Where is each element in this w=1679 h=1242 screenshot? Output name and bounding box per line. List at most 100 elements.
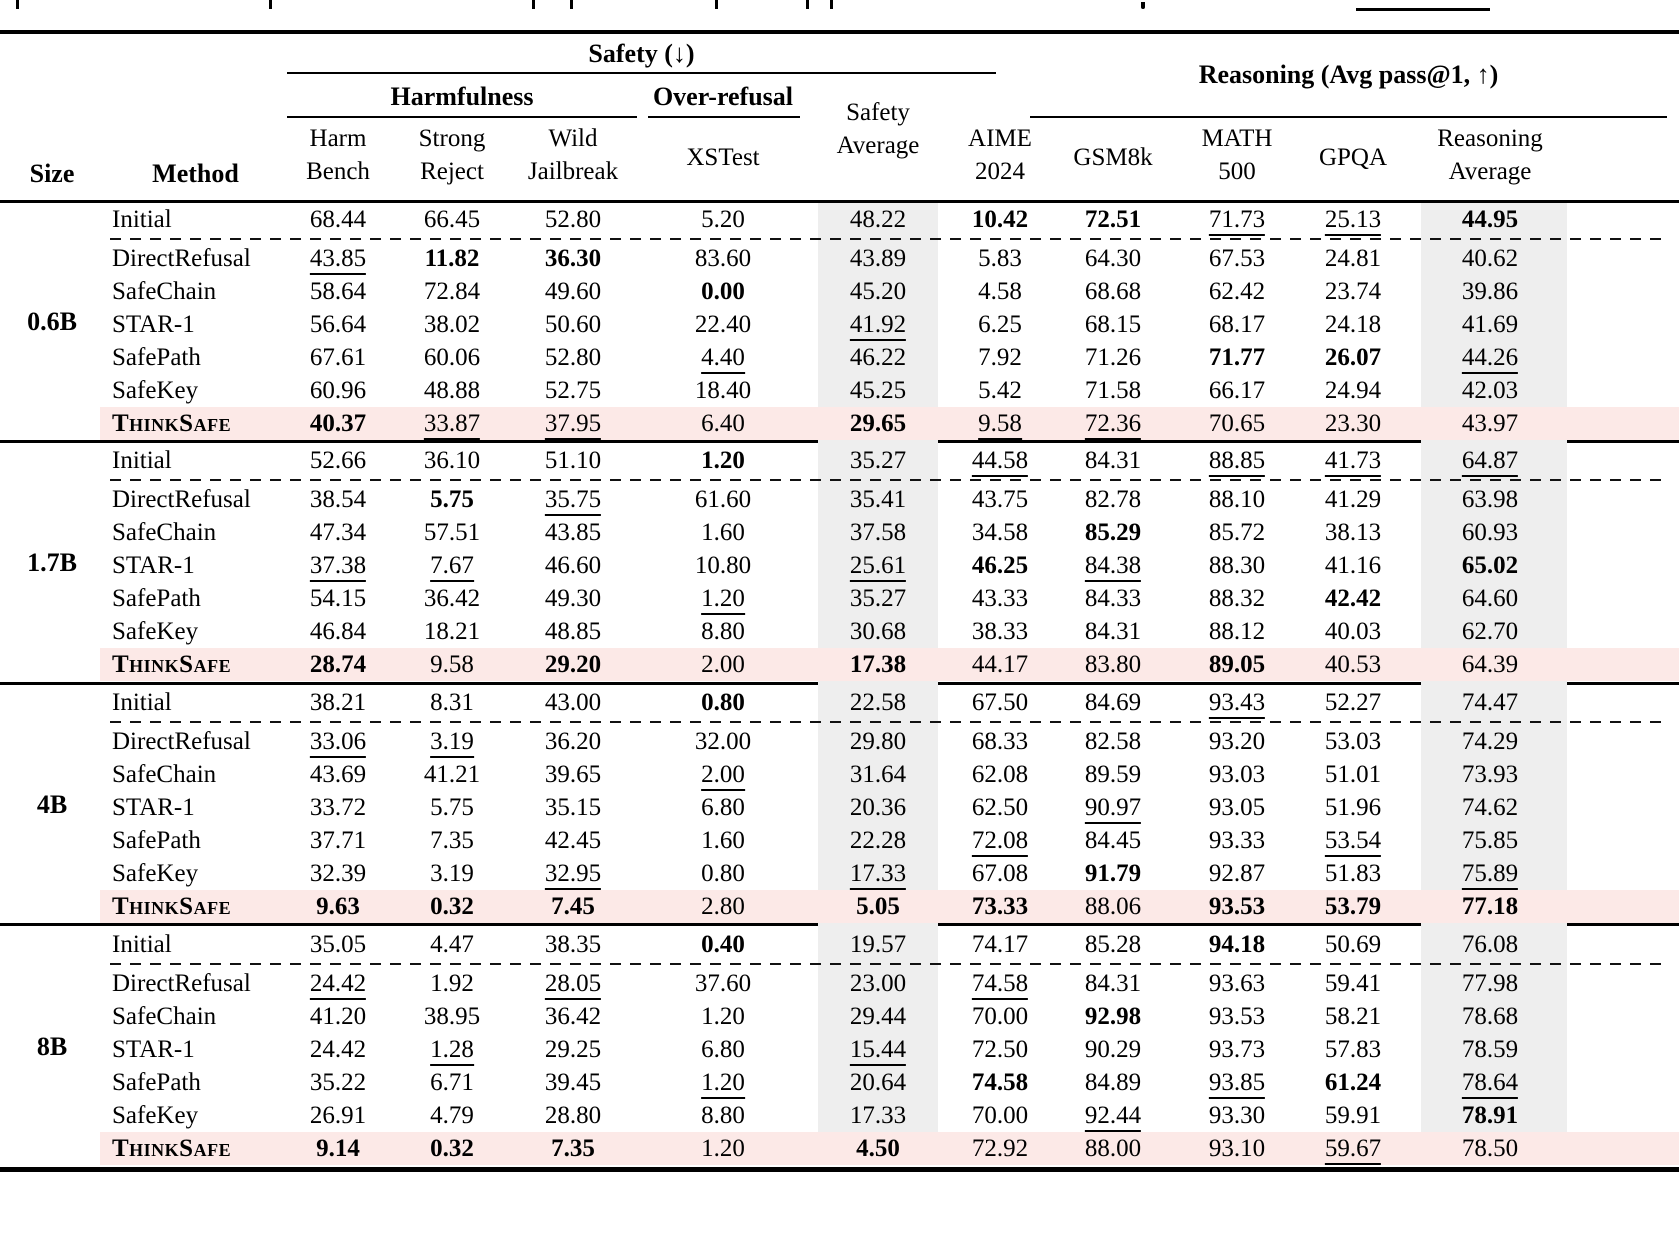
- method-cell: Initial: [112, 931, 172, 958]
- value-cell: 42.03: [1461, 377, 1519, 404]
- value-cell: 4.47: [430, 931, 474, 958]
- value-cell: 62.08: [971, 761, 1029, 788]
- value-cell: 62.42: [1208, 278, 1266, 305]
- value-cell: 60.93: [1461, 519, 1519, 546]
- value-cell: 93.20: [1208, 728, 1266, 755]
- method-cell: STAR-1: [112, 1036, 195, 1063]
- highlight-row-background: [100, 407, 1679, 440]
- column-header-aime-2024: AIME 2024: [968, 125, 1032, 185]
- harmfulness-group-rule: [287, 116, 637, 118]
- method-cell: ThinkSafe: [112, 410, 232, 437]
- value-cell: 94.18: [1208, 931, 1266, 958]
- value-cell: 41.20: [309, 1003, 367, 1030]
- value-cell: 59.41: [1324, 970, 1382, 997]
- value-cell: 77.18: [1461, 893, 1519, 920]
- value-cell: 23.30: [1324, 410, 1382, 437]
- value-cell: 6.71: [430, 1069, 474, 1096]
- value-cell: 52.27: [1324, 689, 1382, 716]
- value-cell: 61.24: [1324, 1069, 1382, 1096]
- table-row-star-1: STAR-1 33.72 5.75 35.15 6.80 20.36 62.50 90.97 9…: [0, 791, 1679, 824]
- table-row-thinksafe: ThinkSafe 28.74 9.58 29.20 2.00 17.38 44.17 83.…: [0, 648, 1679, 681]
- value-cell: 35.27: [849, 585, 907, 612]
- value-cell: 48.85: [544, 618, 602, 645]
- method-cell: SafeChain: [112, 278, 217, 305]
- value-cell: 9.63: [316, 893, 360, 920]
- value-cell: 52.75: [544, 377, 602, 404]
- value-cell: 59.67: [1324, 1132, 1382, 1165]
- value-cell: 72.92: [971, 1135, 1029, 1162]
- value-cell: 37.38: [309, 549, 367, 582]
- table-row-directrefusal: DirectRefusal 38.54 5.75 35.75 61.60 35.41 43.…: [0, 483, 1679, 516]
- value-cell: 1.60: [701, 519, 745, 546]
- overrefusal-group-header: Over-refusal: [652, 82, 794, 111]
- method-cell: STAR-1: [112, 552, 195, 579]
- value-cell: 5.20: [701, 206, 745, 233]
- value-cell: 57.83: [1324, 1036, 1382, 1063]
- value-cell: 23.00: [849, 970, 907, 997]
- value-cell: 92.87: [1208, 860, 1266, 887]
- value-cell: 17.38: [849, 651, 907, 678]
- column-header-safety-average: Safety Average: [836, 99, 920, 159]
- value-cell: 24.42: [309, 1036, 367, 1063]
- table-row-directrefusal: DirectRefusal 43.85 11.82 36.30 83.60 43.89 5.…: [0, 242, 1679, 275]
- value-cell: 7.67: [430, 549, 474, 582]
- value-cell: 68.17: [1208, 311, 1266, 338]
- value-cell: 93.73: [1208, 1036, 1266, 1063]
- safety-group-header: Safety (↓): [588, 39, 695, 68]
- harmfulness-group-header: Harmfulness: [390, 82, 534, 111]
- value-cell: 93.05: [1208, 794, 1266, 821]
- value-cell: 76.08: [1461, 931, 1519, 958]
- value-cell: 24.81: [1324, 245, 1382, 272]
- value-cell: 88.32: [1208, 585, 1266, 612]
- table-row-safechain: SafeChain 47.34 57.51 43.85 1.60 37.58 34.58 85…: [0, 516, 1679, 549]
- method-cell: SafeKey: [112, 860, 199, 887]
- value-cell: 49.30: [544, 585, 602, 612]
- method-cell: ThinkSafe: [112, 1135, 232, 1162]
- reasoning-group-rule: [1030, 116, 1667, 118]
- method-cell: SafeChain: [112, 761, 217, 788]
- column-header-size: Size: [29, 159, 75, 188]
- value-cell: 52.80: [544, 206, 602, 233]
- value-cell: 58.64: [309, 278, 367, 305]
- value-cell: 36.10: [423, 447, 481, 474]
- size-label: 0.6B: [27, 306, 77, 336]
- value-cell: 93.85: [1208, 1066, 1266, 1099]
- value-cell: 68.44: [309, 206, 367, 233]
- value-cell: 71.58: [1084, 377, 1142, 404]
- value-cell: 46.25: [971, 552, 1029, 579]
- value-cell: 78.91: [1461, 1102, 1519, 1129]
- method-cell: SafeKey: [112, 1102, 199, 1129]
- highlight-row-background: [100, 648, 1679, 681]
- value-cell: 78.64: [1461, 1066, 1519, 1099]
- value-cell: 51.96: [1324, 794, 1382, 821]
- table-row-directrefusal: DirectRefusal 24.42 1.92 28.05 37.60 23.00 74.…: [0, 967, 1679, 1000]
- value-cell: 28.80: [544, 1102, 602, 1129]
- value-cell: 22.28: [849, 827, 907, 854]
- table-row-star-1: STAR-1 56.64 38.02 50.60 22.40 41.92 6.25 68.15…: [0, 308, 1679, 341]
- value-cell: 60.96: [309, 377, 367, 404]
- value-cell: 53.03: [1324, 728, 1382, 755]
- value-cell: 43.85: [309, 242, 367, 275]
- value-cell: 9.58: [978, 407, 1022, 440]
- value-cell: 30.68: [849, 618, 907, 645]
- table-row-initial: Initial 68.44 66.45 52.80 5.20 48.22 10.42 72.5…: [0, 203, 1679, 236]
- value-cell: 40.62: [1461, 245, 1519, 272]
- value-cell: 40.53: [1324, 651, 1382, 678]
- table-row-initial: Initial 35.05 4.47 38.35 0.40 19.57 74.17 85.28…: [0, 928, 1679, 961]
- value-cell: 83.60: [694, 245, 752, 272]
- value-cell: 38.02: [423, 311, 481, 338]
- value-cell: 5.83: [978, 245, 1022, 272]
- value-cell: 35.22: [309, 1069, 367, 1096]
- column-header-strong-reject: Strong Reject: [418, 125, 486, 185]
- value-cell: 90.97: [1084, 791, 1142, 824]
- value-cell: 7.45: [551, 893, 595, 920]
- value-cell: 2.80: [701, 893, 745, 920]
- value-cell: 66.17: [1208, 377, 1266, 404]
- value-cell: 43.33: [971, 585, 1029, 612]
- value-cell: 70.00: [971, 1102, 1029, 1129]
- value-cell: 93.63: [1208, 970, 1266, 997]
- value-cell: 84.45: [1084, 827, 1142, 854]
- value-cell: 37.95: [544, 407, 602, 440]
- value-cell: 78.68: [1461, 1003, 1519, 1030]
- value-cell: 36.42: [544, 1003, 602, 1030]
